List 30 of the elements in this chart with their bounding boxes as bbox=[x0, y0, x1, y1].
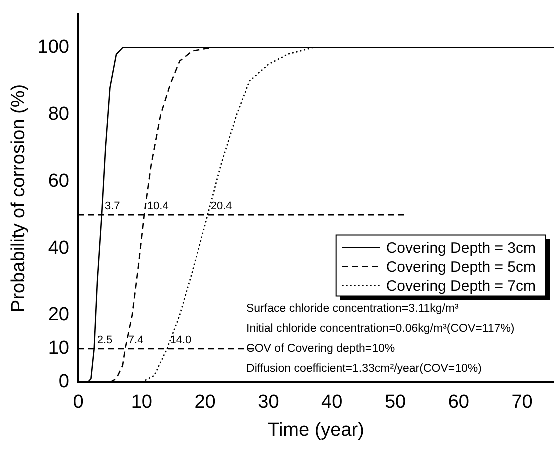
annotation: 3.7 bbox=[104, 200, 120, 213]
legend-label: Covering Depth = 5cm bbox=[386, 258, 536, 276]
annotation: Diffusion coefficient=1.33cm²/year(COV=10%) bbox=[246, 362, 482, 375]
y-tick-label: 0 bbox=[58, 372, 70, 393]
y-tick-label: 10 bbox=[48, 338, 70, 360]
x-tick-label: 0 bbox=[73, 392, 84, 414]
x-tick-label: 10 bbox=[131, 392, 152, 414]
annotation: 2.5 bbox=[97, 334, 113, 346]
y-tick-label: 100 bbox=[38, 37, 70, 58]
y-tick-label: 20 bbox=[48, 304, 70, 326]
annotation: COV of Covering depth=10% bbox=[246, 342, 396, 355]
y-tick-label: 60 bbox=[48, 170, 70, 192]
annotation: Initial chloride concentration=0.06kg/m³(COV=117%) bbox=[246, 322, 515, 335]
annotation: 14.0 bbox=[170, 334, 192, 346]
y-tick-label: 40 bbox=[48, 238, 70, 259]
legend-label: Covering Depth = 3cm bbox=[386, 240, 536, 257]
x-tick-label: 50 bbox=[384, 392, 406, 414]
y-tick-label: 80 bbox=[48, 104, 70, 125]
annotation: 10.4 bbox=[147, 200, 169, 213]
x-axis-title: Time (year) bbox=[268, 420, 364, 441]
x-tick-label: 60 bbox=[448, 392, 470, 414]
x-tick-label: 40 bbox=[322, 392, 343, 414]
y-axis-title: Probability of corrosion (%) bbox=[8, 84, 30, 312]
x-tick-label: 20 bbox=[194, 392, 216, 414]
annotation: 7.4 bbox=[128, 334, 144, 346]
annotation: 20.4 bbox=[210, 200, 232, 213]
x-tick-label: 70 bbox=[512, 392, 533, 414]
x-tick-label: 30 bbox=[258, 392, 280, 414]
annotation: Surface chloride concentration=3.11kg/m³ bbox=[246, 302, 460, 315]
legend-label: Covering Depth = 7cm bbox=[386, 278, 536, 295]
